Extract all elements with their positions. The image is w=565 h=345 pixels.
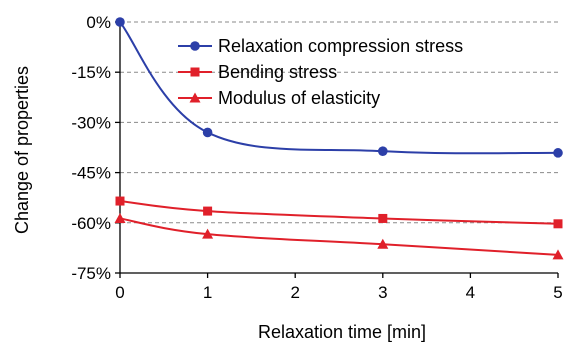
series-1 <box>115 17 563 158</box>
y-tick-label: -45% <box>71 164 111 183</box>
data-point <box>115 196 125 206</box>
legend-marker <box>190 41 200 51</box>
series-2 <box>115 196 563 229</box>
legend-marker <box>189 92 201 103</box>
y-tick-label: -75% <box>71 264 111 283</box>
x-tick-label: 4 <box>466 283 475 302</box>
y-tick-labels: 0% -15% -30% -45% -60% -75% <box>71 13 120 283</box>
data-point <box>552 249 564 260</box>
series-group <box>114 17 564 260</box>
legend-item: Relaxation compression stress <box>178 36 463 56</box>
legend-item: Modulus of elasticity <box>178 88 380 108</box>
y-tick-label: -30% <box>71 113 111 132</box>
legend-label: Bending stress <box>218 62 337 82</box>
legend-item: Bending stress <box>178 62 337 82</box>
data-point <box>377 238 389 249</box>
data-point <box>203 206 213 216</box>
data-point <box>202 228 214 239</box>
legend: Relaxation compression stress Bending str… <box>178 36 463 108</box>
data-point <box>378 213 388 223</box>
x-tick-label: 1 <box>203 283 212 302</box>
x-tick-label: 3 <box>378 283 387 302</box>
legend-label: Modulus of elasticity <box>218 88 380 108</box>
series-line <box>119 200 559 225</box>
data-point <box>378 146 388 156</box>
data-point <box>202 127 213 138</box>
series-3 <box>114 212 564 260</box>
x-axis-label: Relaxation time [min] <box>258 322 426 342</box>
y-axis-label: Change of properties <box>12 66 32 234</box>
y-tick-label: -60% <box>71 214 111 233</box>
data-point <box>114 212 126 223</box>
legend-label: Relaxation compression stress <box>218 36 463 56</box>
data-point <box>115 17 125 27</box>
x-tick-label: 0 <box>115 283 124 302</box>
series-line <box>119 21 559 155</box>
x-tick-label: 2 <box>290 283 299 302</box>
x-tick-labels: 0 1 2 3 4 5 <box>115 273 563 302</box>
data-point <box>553 219 563 229</box>
legend-marker <box>190 67 200 77</box>
y-tick-label: 0% <box>86 13 111 32</box>
y-tick-label: -15% <box>71 63 111 82</box>
data-point <box>553 148 563 158</box>
x-tick-label: 5 <box>553 283 562 302</box>
series-line <box>119 217 559 256</box>
axes <box>119 22 558 274</box>
